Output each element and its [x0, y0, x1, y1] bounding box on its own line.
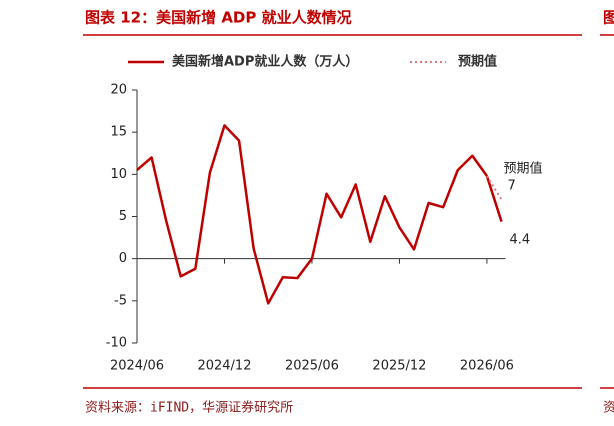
y-tick-label: 10 — [110, 167, 127, 182]
y-tick-label: 5 — [119, 209, 127, 224]
x-tick-label: 2025/06 — [285, 359, 339, 374]
y-tick-label: -10 — [106, 336, 127, 351]
legend-label: 美国新增ADP就业人数（万人） — [172, 54, 358, 70]
source: 资料来源：iFIND，华源证券研究所 — [85, 400, 293, 416]
x-tick-label: 2024/12 — [197, 359, 251, 374]
value-label: 4.4 — [510, 233, 531, 248]
x-tick-label: 2026/06 — [460, 359, 514, 374]
y-tick-label: 20 — [110, 83, 127, 98]
y-tick-label: 15 — [110, 125, 127, 140]
chart-title: 图表 12：美国新增 ADP 就业人数情况 — [85, 9, 352, 27]
next-panel-source: 资 — [603, 401, 614, 416]
y-tick-label: -5 — [114, 293, 127, 308]
annotation: 预期值 — [504, 161, 543, 177]
x-tick-label: 2025/12 — [372, 359, 426, 374]
x-tick-label: 2024/06 — [110, 359, 164, 374]
y-tick-label: 0 — [119, 251, 127, 266]
next-panel-title: 图 — [603, 9, 614, 27]
legend-label: 预期值 — [458, 54, 497, 70]
value-label: 7 — [508, 179, 516, 194]
series-line — [136, 124, 503, 305]
